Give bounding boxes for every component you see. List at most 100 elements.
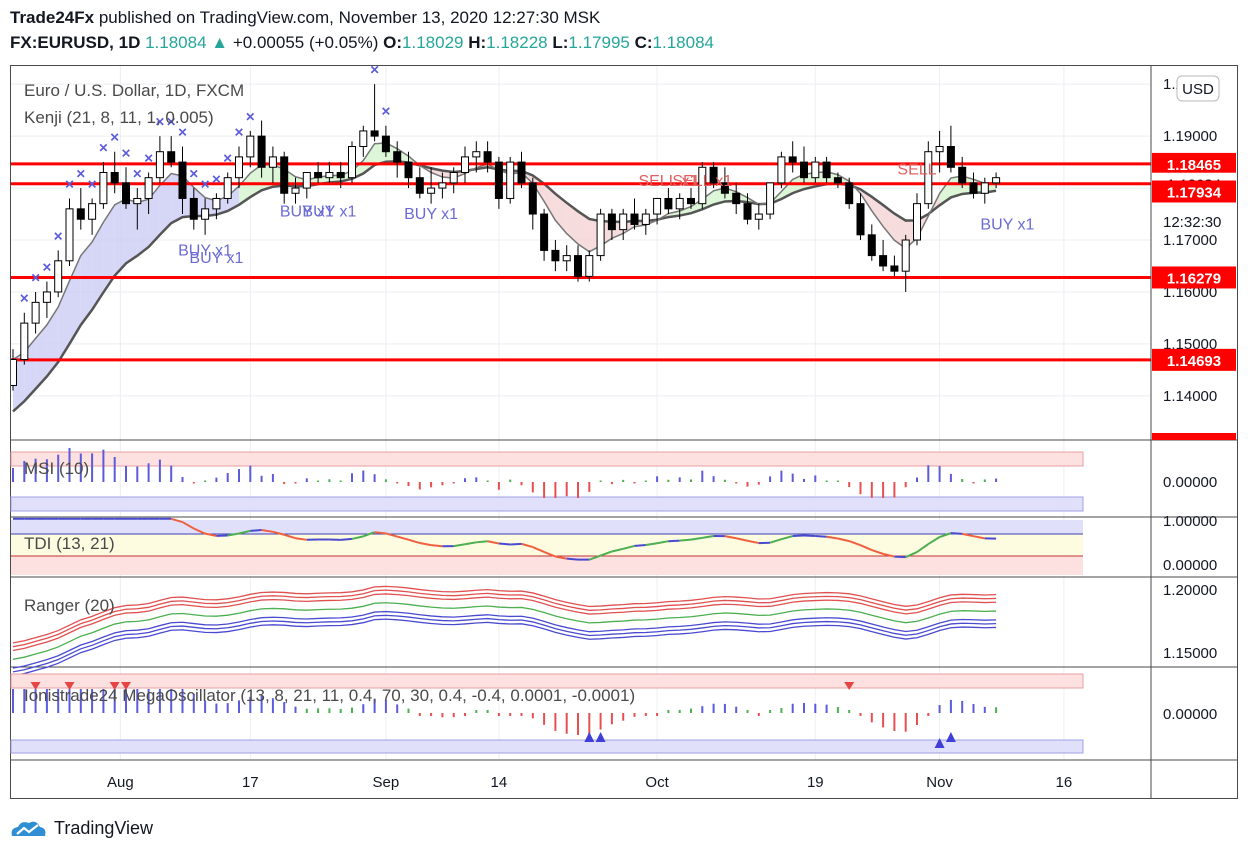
signal-cross-icon: ✕	[110, 131, 120, 145]
tdi-line-segment	[521, 542, 534, 549]
candle-body	[20, 322, 29, 360]
msi-overbought-band	[10, 451, 1084, 467]
mega-upper-band	[10, 673, 1084, 689]
candle-body	[585, 255, 594, 277]
candle-body	[528, 182, 537, 215]
candle-body	[687, 197, 695, 205]
signal-label: SELL x1	[638, 173, 698, 190]
tdi-bottom-band	[11, 556, 1083, 575]
tdi-line-segment	[487, 540, 500, 545]
kenji-cloud-segment	[227, 186, 239, 211]
msi-tick-label: 0.00000	[1163, 474, 1217, 491]
candle-body	[415, 177, 424, 194]
candle-body	[212, 197, 221, 210]
level-price-badge	[1152, 266, 1236, 289]
tdi-line-segment	[362, 531, 375, 538]
candle-body	[822, 161, 831, 179]
level-price-label: 1.14693	[1167, 353, 1221, 370]
currency-button-label: USD	[1182, 81, 1214, 98]
candle-body	[257, 135, 266, 168]
ranger-lower-band	[12, 614, 997, 673]
kenji-cloud-segment	[126, 198, 138, 264]
kenji-cloud-segment	[80, 241, 93, 325]
tdi-legend: TDI (13, 21)	[24, 534, 115, 553]
tdi-line-segment	[622, 544, 635, 550]
candle-body	[709, 166, 718, 184]
candle-body	[291, 187, 300, 194]
high-value: 1.18228	[486, 33, 548, 52]
candle-body	[155, 151, 164, 179]
candle-body	[246, 135, 255, 158]
candle-body	[65, 208, 74, 262]
signal-cross-icon: ✕	[19, 292, 29, 306]
kenji-cloud-segment	[114, 198, 126, 276]
candle-body	[969, 182, 978, 194]
ranger-mid-line	[12, 602, 997, 660]
tdi-line-segment	[419, 542, 432, 547]
kenji-cloud-segment	[250, 164, 262, 198]
signal-label: BUY x1	[178, 242, 232, 259]
tdi-line-segment	[498, 542, 511, 546]
tdi-line-segment	[792, 534, 805, 538]
candle-body	[302, 171, 311, 189]
candle-body	[336, 171, 345, 179]
close-value: 1.18084	[652, 33, 714, 52]
tdi-line-segment	[464, 541, 477, 546]
tdi-line-segment	[283, 533, 296, 540]
candle-body	[325, 171, 334, 179]
candle-body	[31, 301, 40, 324]
msi-legend: MSI (10)	[24, 459, 89, 478]
tdi-line-segment	[927, 536, 941, 545]
chart-frame	[10, 65, 1238, 799]
main-title: Euro / U.S. Dollar, 1D, FXCM	[24, 81, 244, 100]
candle-body	[167, 151, 176, 163]
tdi-line-segment	[351, 535, 364, 540]
candle-body	[619, 213, 628, 231]
mega-legend: Ionistrade24 MegaOscillator (13, 8, 21, …	[24, 686, 635, 705]
tdi-line-segment	[340, 537, 353, 541]
tdi-line-segment	[204, 532, 217, 537]
tdi-line-segment	[645, 542, 658, 546]
signal-cross-icon: ✕	[211, 172, 221, 186]
tdi-line-segment	[815, 535, 827, 538]
candle-body	[946, 146, 955, 168]
candle-body	[845, 182, 854, 205]
tdi-line-segment	[476, 540, 488, 544]
tdi-line-segment	[182, 521, 195, 530]
tdi-line-segment	[735, 537, 748, 542]
tdi-line-segment	[385, 532, 398, 538]
signal-cross-icon: ✕	[189, 167, 199, 181]
signal-cross-icon: ✕	[87, 177, 97, 191]
tdi-line-segment	[588, 554, 601, 561]
signal-cross-icon: ✕	[381, 105, 391, 119]
tdi-line-segment	[634, 544, 646, 547]
ranger-upper-band	[12, 589, 997, 648]
candle-body	[788, 156, 797, 163]
currency-button[interactable]: USD	[1176, 75, 1220, 102]
candle-body	[110, 171, 119, 184]
tdi-line-segment	[193, 527, 206, 535]
candle-body	[879, 255, 888, 267]
tdi-line-segment	[566, 557, 579, 561]
tdi-line-segment	[916, 543, 929, 553]
candle-body	[223, 177, 232, 199]
candle-body	[427, 187, 436, 194]
tdi-line-segment	[882, 552, 895, 558]
tdi-line-segment	[611, 547, 624, 553]
price-change: +0.00055 (+0.05%)	[232, 33, 379, 52]
kenji-legend: Kenji (21, 8, 11, 1, 0.005)	[24, 108, 214, 127]
tradingview-logo: TradingView	[8, 815, 153, 841]
mega-sell-triangle-icon	[30, 682, 41, 690]
kenji-cloud-segment	[137, 199, 149, 256]
tdi-line-segment	[668, 539, 680, 543]
publish-line: Trade24Fx published on TradingView.com, …	[10, 8, 600, 28]
tradingview-wordmark: TradingView	[54, 817, 154, 838]
candle-body	[901, 239, 910, 272]
candle-body	[404, 161, 413, 179]
time-axis-label: Sep	[373, 774, 400, 791]
candle-body	[811, 161, 820, 179]
candle-body	[268, 156, 277, 168]
candle-body	[122, 182, 130, 205]
signal-cross-icon: ✕	[42, 261, 52, 275]
